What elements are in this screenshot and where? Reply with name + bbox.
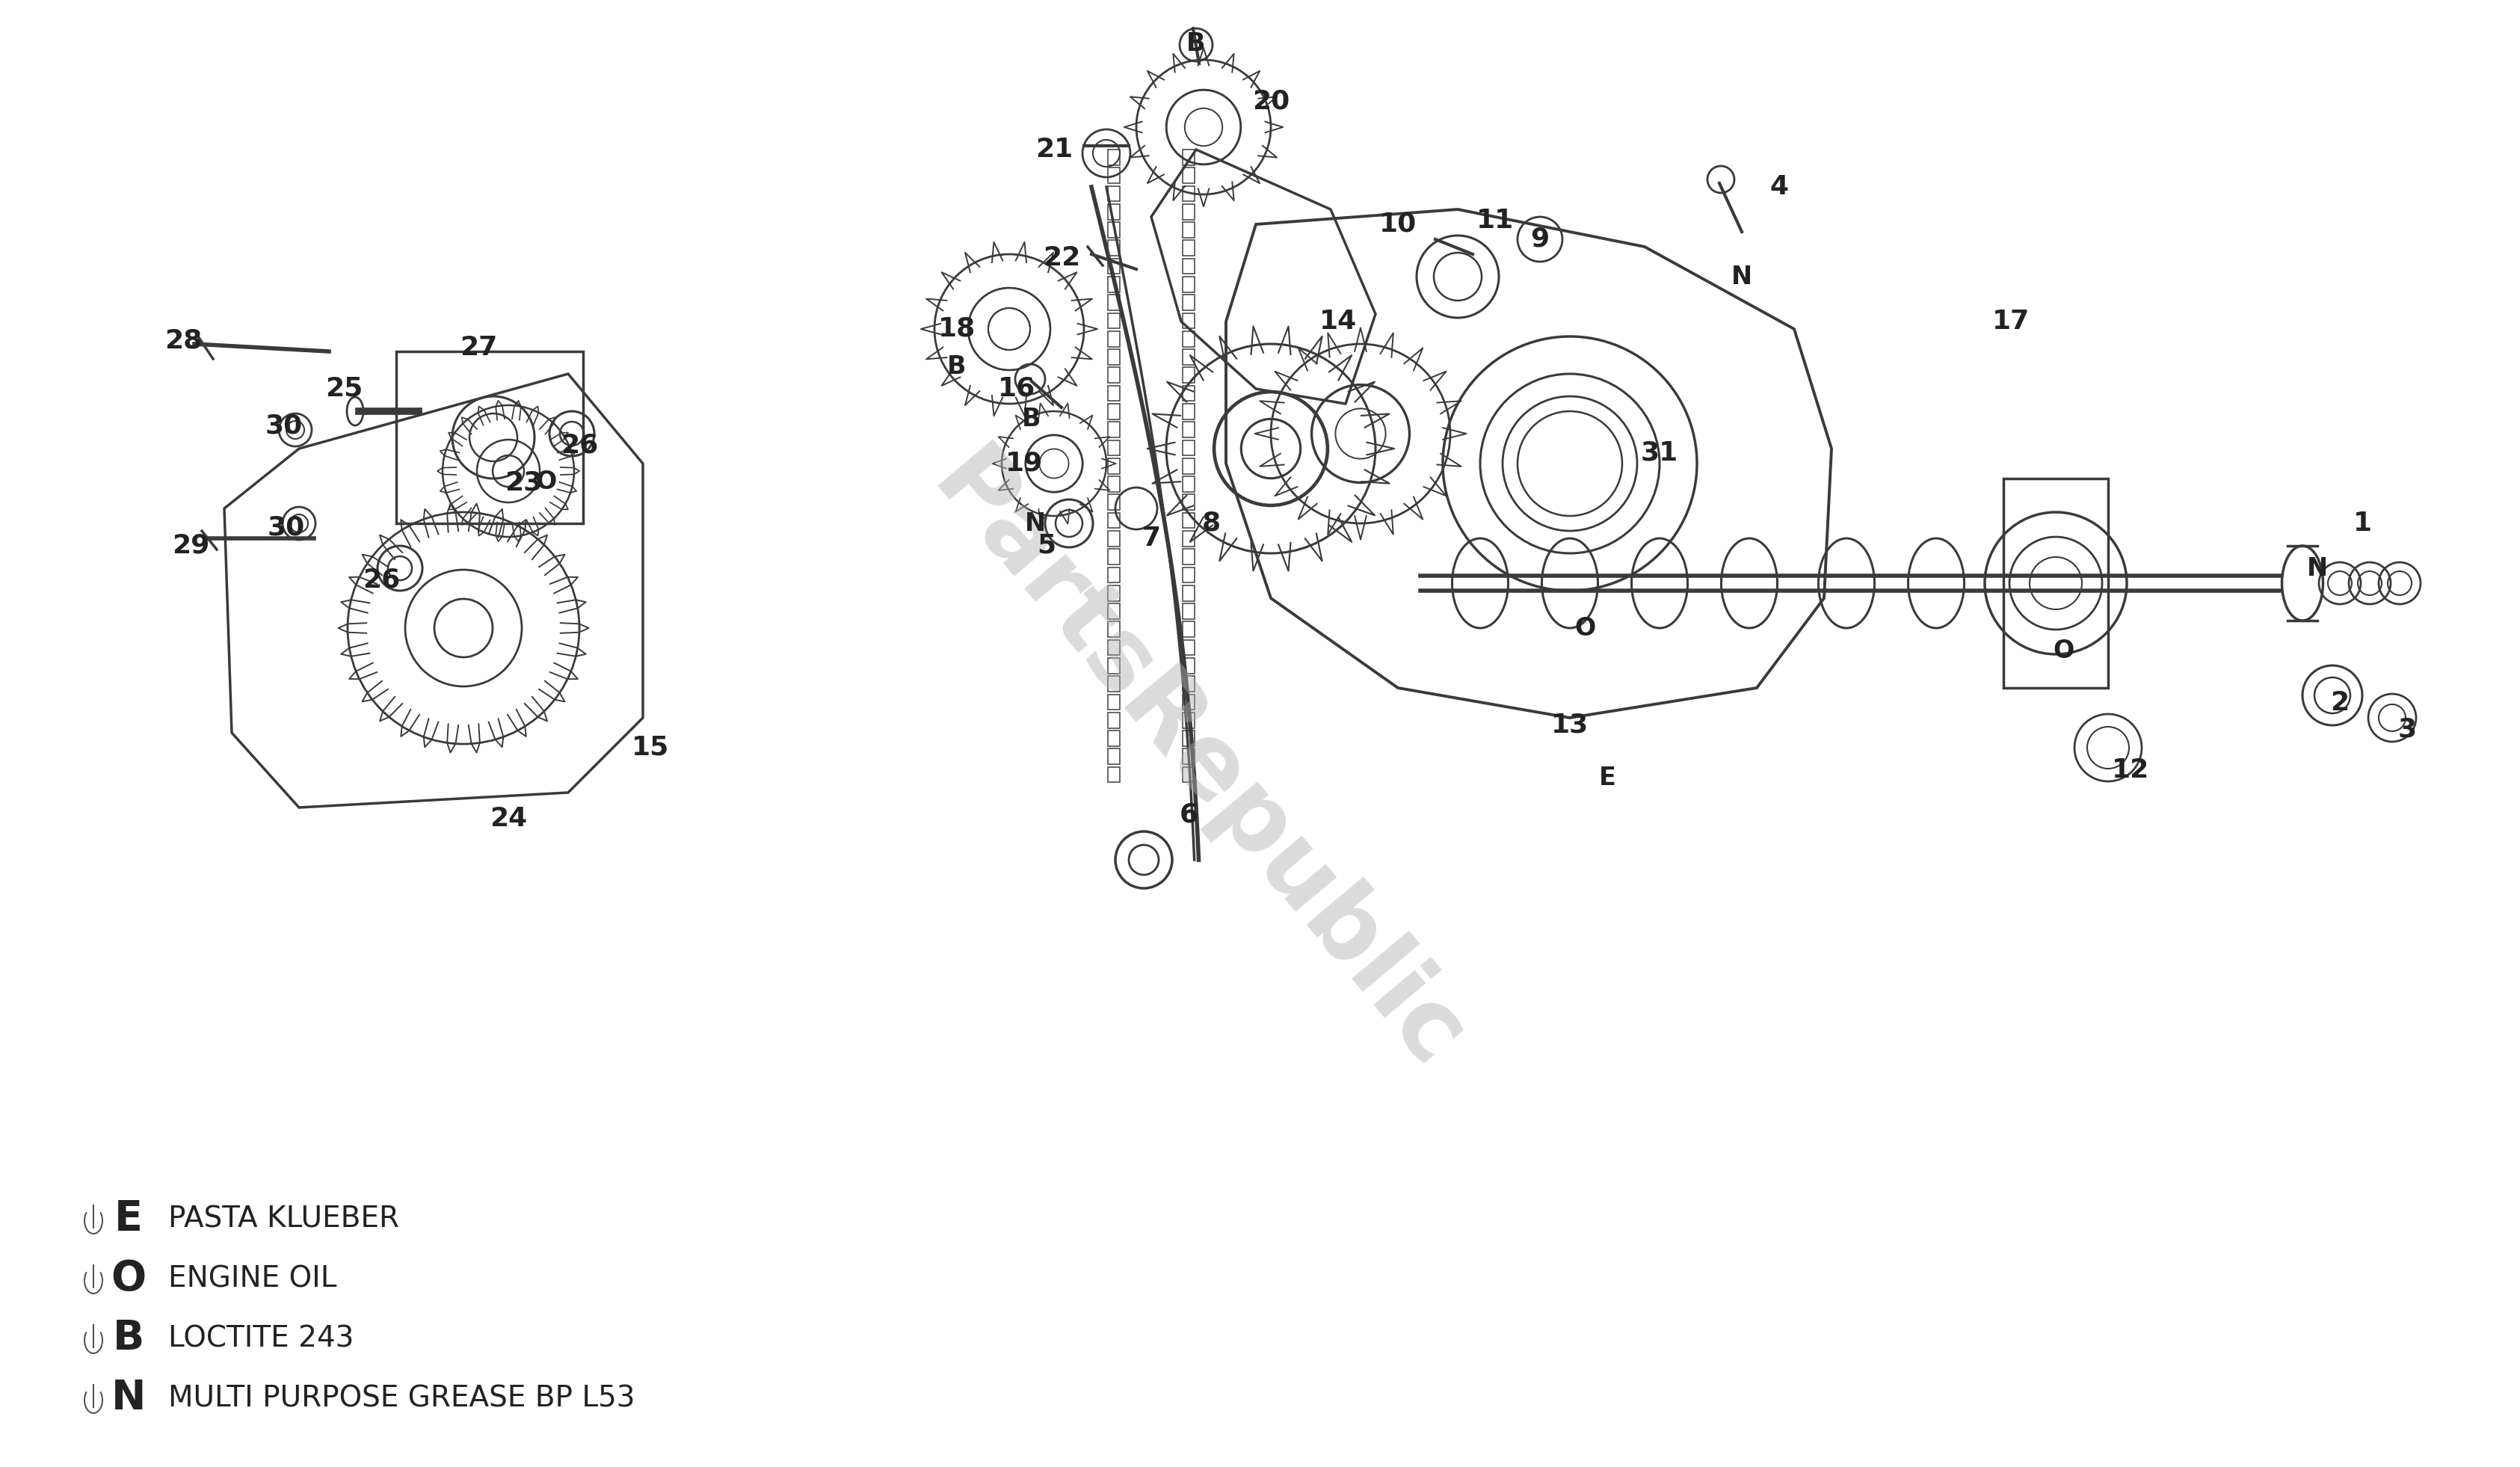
Text: 11: 11 [1477,208,1515,233]
Text: 14: 14 [1320,308,1356,334]
Text: 30: 30 [265,414,302,439]
Text: 26: 26 [559,433,597,458]
Text: N: N [1026,511,1046,535]
Text: LOCTITE 243: LOCTITE 243 [169,1325,353,1353]
Text: O: O [2054,638,2074,663]
Text: 27: 27 [459,334,496,361]
Text: N: N [111,1378,146,1419]
Text: 16: 16 [998,376,1036,402]
Text: 7: 7 [1142,525,1162,552]
Text: N: N [2306,556,2328,581]
Text: 28: 28 [164,327,202,354]
Text: B: B [113,1319,144,1358]
Text: O: O [534,469,557,494]
Text: 24: 24 [489,805,527,832]
Text: 15: 15 [633,735,670,760]
Text: 25: 25 [325,376,363,402]
Text: 23: 23 [504,469,542,494]
Text: N: N [1731,264,1751,289]
Text: 18: 18 [937,317,975,342]
Text: B: B [1187,31,1205,56]
Text: 20: 20 [1252,88,1290,113]
Text: 8: 8 [1202,511,1220,535]
Text: 26: 26 [363,566,401,593]
Text: 22: 22 [1043,245,1081,271]
Text: 1: 1 [2354,511,2371,535]
Text: 13: 13 [1552,713,1588,738]
Text: E: E [1598,766,1615,789]
Text: PASTA KLUEBER: PASTA KLUEBER [169,1204,398,1232]
Text: O: O [111,1259,146,1298]
Text: 9: 9 [1530,226,1550,252]
Text: E: E [113,1199,144,1240]
Text: 29: 29 [171,533,209,559]
Text: 6: 6 [1179,802,1197,827]
Text: B: B [1023,406,1041,431]
Text: 12: 12 [2112,757,2150,783]
Text: 30: 30 [267,515,305,540]
Text: 4: 4 [1769,175,1789,200]
Text: 10: 10 [1378,211,1416,238]
Text: 17: 17 [1993,308,2029,334]
Text: 31: 31 [1641,440,1678,465]
Text: 3: 3 [2397,716,2417,742]
Text: 21: 21 [1036,136,1074,163]
Text: 19: 19 [1005,450,1043,477]
Text: 2: 2 [2331,689,2349,716]
Text: MULTI PURPOSE GREASE BP L53: MULTI PURPOSE GREASE BP L53 [169,1383,635,1413]
Text: ENGINE OIL: ENGINE OIL [169,1265,338,1292]
Text: O: O [1575,616,1595,641]
Text: PartsRepublic: PartsRepublic [912,437,1482,1089]
Text: 5: 5 [1038,533,1056,559]
Text: B: B [948,354,965,378]
